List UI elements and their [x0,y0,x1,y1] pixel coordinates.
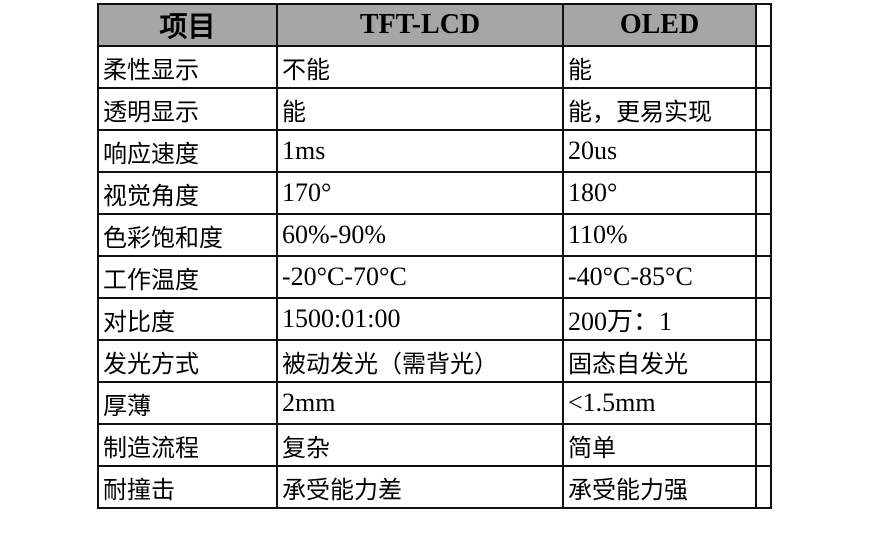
header-tft-lcd: TFT-LCD [276,3,564,47]
empty-cell [755,87,772,131]
tft-lcd-value: 复杂 [276,423,564,467]
row-label: 响应速度 [97,129,278,173]
header-row: 项目 TFT-LCD OLED [97,3,772,47]
oled-value: 110% [562,213,757,257]
oled-value: 能 [562,45,757,89]
empty-cell [755,255,772,299]
table-row: 透明显示能能，更易实现 [97,87,772,131]
oled-value: 能，更易实现 [562,87,757,131]
table-row: 对比度 1500:01:00 200万：1 [97,297,772,341]
tft-lcd-value: 1500:01:00 [276,297,564,341]
tft-lcd-value: 1ms [276,129,564,173]
row-label: 工作温度 [97,255,278,299]
empty-cell [755,213,772,257]
row-label: 制造流程 [97,423,278,467]
table-row: 厚薄 2mm <1.5mm [97,381,772,425]
row-label: 对比度 [97,297,278,341]
empty-cell [755,381,772,425]
oled-value: 180° [562,171,757,215]
oled-value: 简单 [562,423,757,467]
table-row: 响应速度 1ms 20us [97,129,772,173]
tft-lcd-value: 被动发光（需背光） [276,339,564,383]
tft-lcd-value: 能 [276,87,564,131]
empty-cell [755,45,772,89]
tft-lcd-value: 60%-90% [276,213,564,257]
row-label: 色彩饱和度 [97,213,278,257]
row-label: 耐撞击 [97,465,278,509]
tft-lcd-value: 承受能力差 [276,465,564,509]
row-label: 视觉角度 [97,171,278,215]
table-row: 视觉角度 170° 180° [97,171,772,215]
empty-cell [755,465,772,509]
row-label: 发光方式 [97,339,278,383]
table-row: 色彩饱和度 60%-90% 110% [97,213,772,257]
row-label: 透明显示 [97,87,278,131]
empty-cell [755,129,772,173]
oled-value: <1.5mm [562,381,757,425]
empty-cell [755,297,772,341]
table-row: 工作温度 -20°C-70°C -40°C-85°C [97,255,772,299]
tft-lcd-value: -20°C-70°C [276,255,564,299]
table-row: 柔性显示 不能能 [97,45,772,89]
empty-cell [755,339,772,383]
table-row: 发光方式 被动发光（需背光） 固态自发光 [97,339,772,383]
header-oled: OLED [562,3,757,47]
empty-cell [755,171,772,215]
row-label: 厚薄 [97,381,278,425]
tft-lcd-value: 不能 [276,45,564,89]
comparison-table: 项目 TFT-LCD OLED 柔性显示 不能能透明显示能能，更易实现 响应速度 1m… [97,3,772,509]
oled-value: 承受能力强 [562,465,757,509]
tft-lcd-value: 2mm [276,381,564,425]
table-row: 制造流程 复杂 简单 [97,423,772,467]
oled-value: 200万：1 [562,297,757,341]
oled-value: 20us [562,129,757,173]
empty-cell [755,423,772,467]
tft-lcd-value: 170° [276,171,564,215]
oled-value: -40°C-85°C [562,255,757,299]
header-item: 项目 [97,3,278,47]
oled-value: 固态自发光 [562,339,757,383]
row-label: 柔性显示 [97,45,278,89]
table-row: 耐撞击 承受能力差 承受能力强 [97,465,772,509]
header-empty [755,3,772,47]
